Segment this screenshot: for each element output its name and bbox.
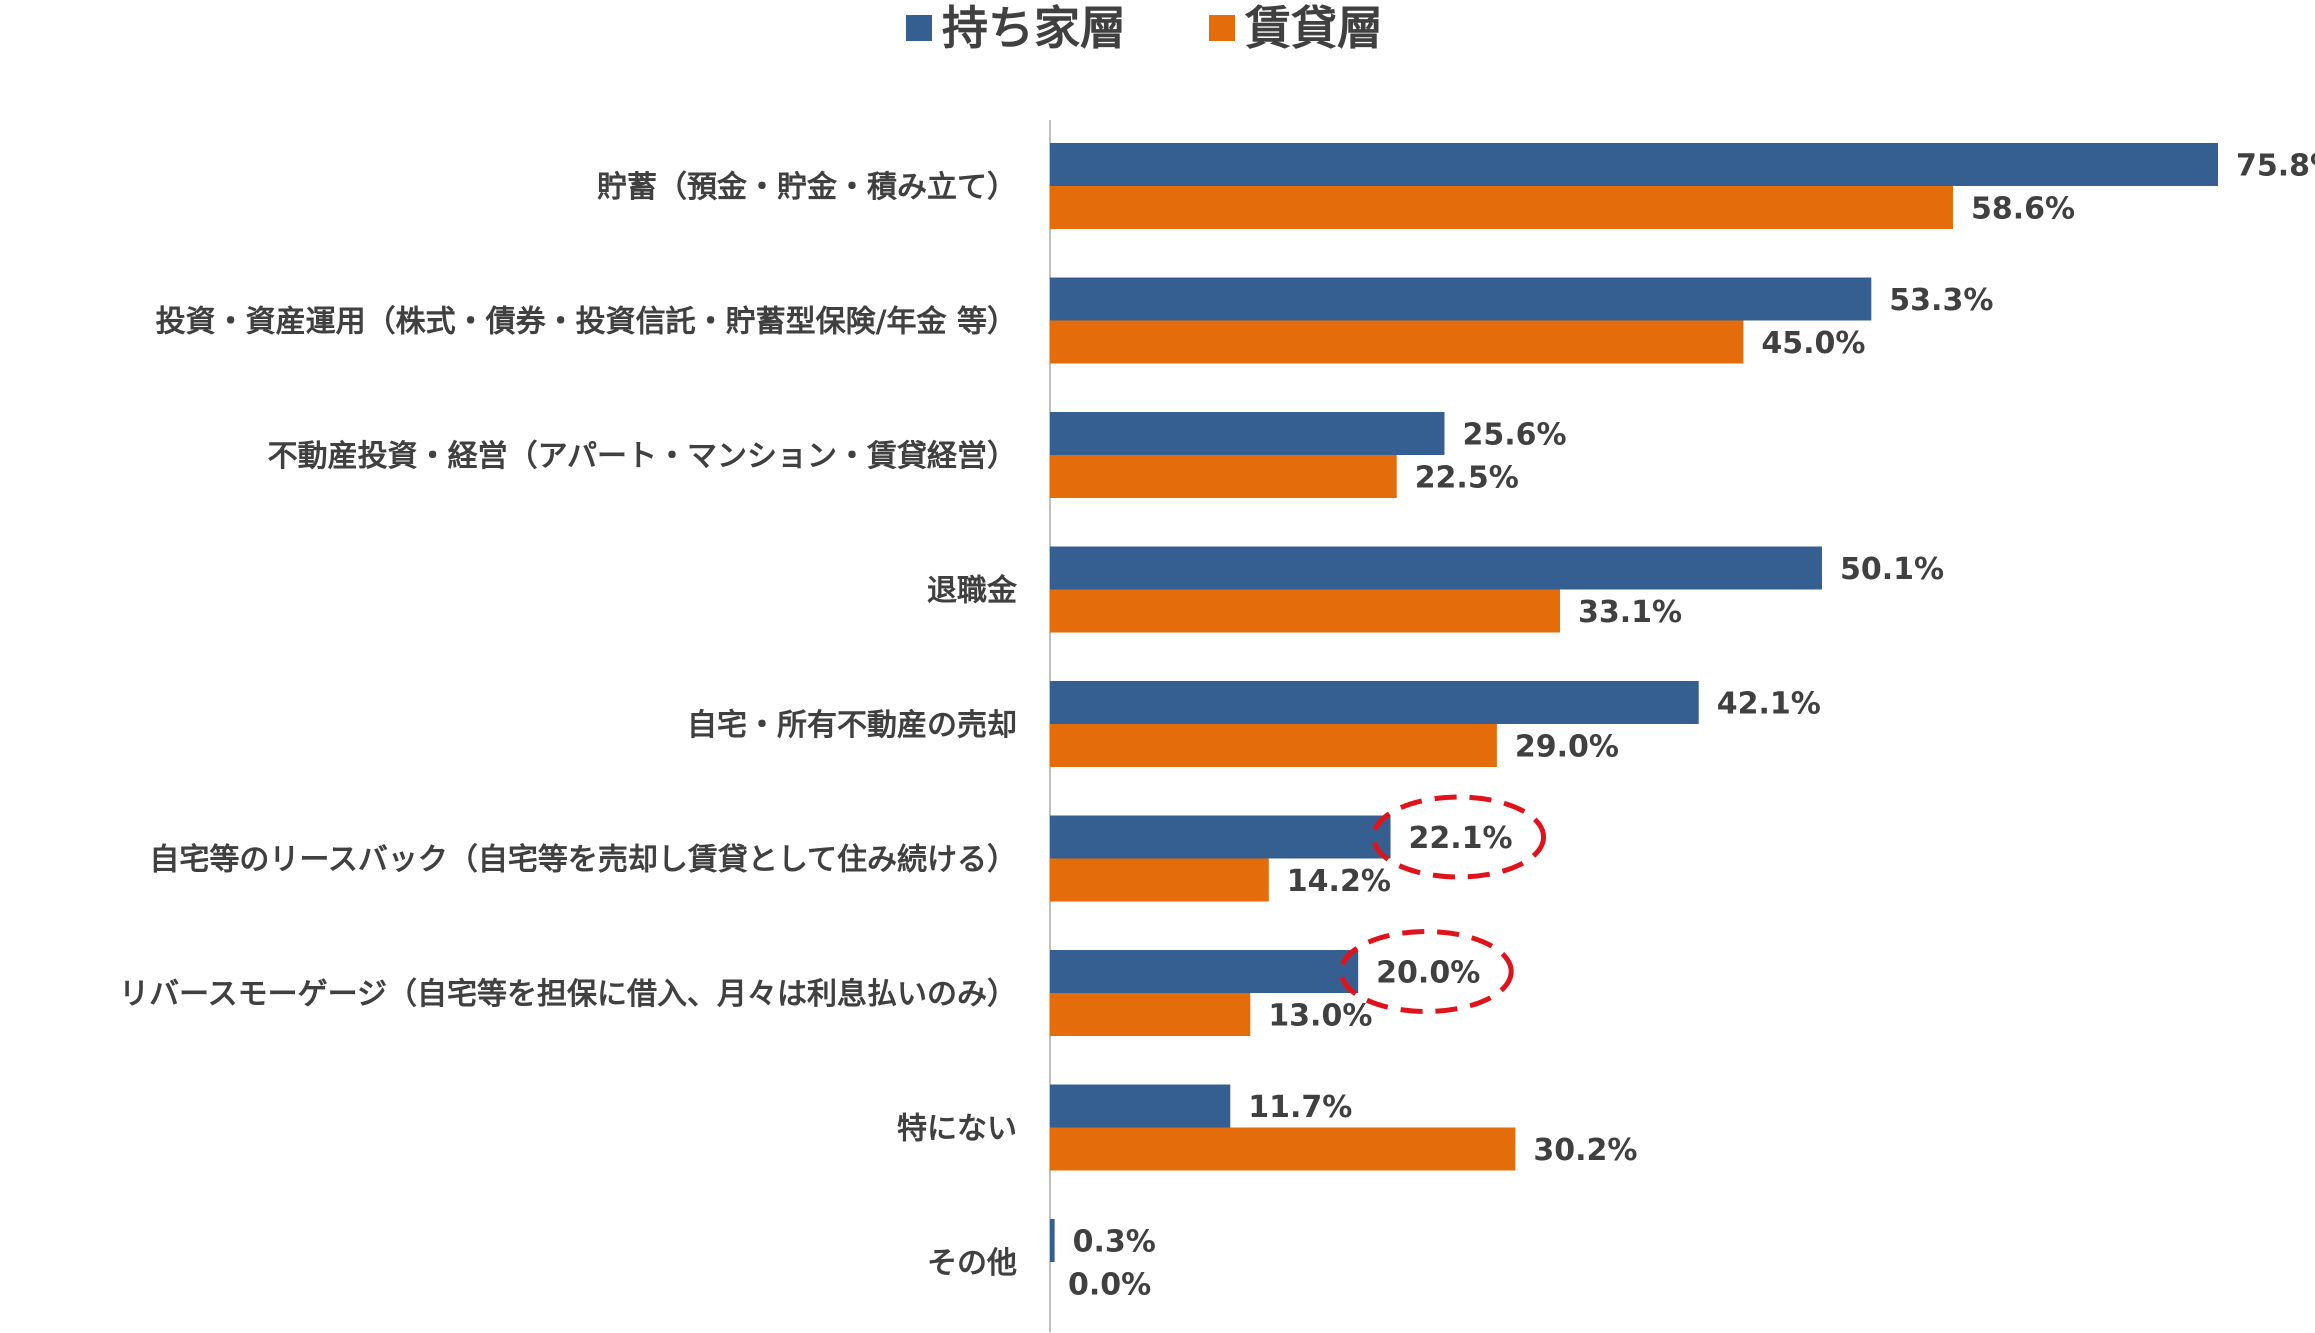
- category-labels: 貯蓄（預金・貯金・積み立て） 投資・資産運用（株式・債券・投資信託・貯蓄型保険/年…: [119, 170, 1018, 1281]
- data-label: 25.6%: [1462, 418, 1566, 453]
- category-label: 特にない: [897, 1112, 1017, 1147]
- value-labels: 75.8% 58.6% 53.3% 45.0% 25.6% 22.5% 50.1% 33.1%…: [1068, 149, 2315, 1303]
- category-label: 不動産投資・経営（アパート・マンション・賃貸経営）: [268, 439, 1017, 474]
- data-label: 53.3%: [1889, 283, 1993, 318]
- data-label: 11.7%: [1248, 1090, 1352, 1125]
- bar: [1050, 1084, 1231, 1128]
- data-label: 29.0%: [1515, 730, 1619, 765]
- bar: [1050, 320, 1744, 364]
- bar: [1050, 143, 2218, 186]
- data-label: 33.1%: [1578, 595, 1682, 630]
- category-label: リバースモーゲージ（自宅等を担保に借入、月々は利息払いのみ）: [119, 977, 1017, 1012]
- bar: [1050, 412, 1445, 455]
- data-label: 50.1%: [1840, 552, 1944, 587]
- data-label: 45.0%: [1761, 326, 1865, 361]
- bar: [1050, 681, 1699, 724]
- bar: [1050, 858, 1269, 902]
- data-label: 42.1%: [1717, 687, 1821, 722]
- data-label: 14.2%: [1287, 864, 1391, 899]
- bar: [1050, 815, 1391, 859]
- legend-label-renters: 賃貸層: [1244, 1, 1383, 55]
- bar: [1050, 724, 1497, 767]
- data-label: 20.0%: [1376, 956, 1480, 991]
- data-label: 75.8%: [2236, 149, 2315, 184]
- bars: [1050, 143, 2218, 1262]
- data-label: 30.2%: [1533, 1133, 1637, 1168]
- bar: [1050, 1127, 1516, 1171]
- category-label: 投資・資産運用（株式・債券・投資信託・貯蓄型保険/年金 等）: [156, 305, 1017, 340]
- legend: 持ち家層 賃貸層: [906, 1, 1383, 55]
- highlight-markers: [1338, 794, 1547, 1014]
- bar: [1050, 186, 1953, 229]
- category-label: 貯蓄（預金・貯金・積み立て）: [597, 170, 1017, 205]
- data-label: 0.3%: [1073, 1225, 1156, 1260]
- category-label: 自宅・所有不動産の売却: [687, 708, 1017, 743]
- bar: [1050, 1219, 1055, 1262]
- bar: [1050, 455, 1397, 498]
- category-label: その他: [927, 1246, 1017, 1281]
- data-label: 0.0%: [1068, 1268, 1151, 1303]
- legend-label-owners: 持ち家層: [942, 1, 1126, 55]
- bar: [1050, 589, 1561, 633]
- bar: [1050, 277, 1872, 321]
- bar: [1050, 546, 1822, 590]
- legend-swatch-owners: [906, 15, 932, 41]
- highlight-ellipse: [1338, 929, 1514, 1014]
- data-label: 13.0%: [1268, 999, 1372, 1034]
- legend-swatch-renters: [1209, 15, 1235, 41]
- data-label: 22.1%: [1409, 821, 1513, 856]
- bar: [1050, 950, 1359, 993]
- data-label: 22.5%: [1415, 461, 1519, 496]
- category-label: 退職金: [927, 574, 1018, 609]
- bar: [1050, 993, 1251, 1036]
- data-label: 58.6%: [1971, 192, 2075, 227]
- category-label: 自宅等のリースバック（自宅等を売却し賃貸として住み続ける）: [149, 843, 1017, 878]
- highlight-ellipse: [1371, 794, 1547, 880]
